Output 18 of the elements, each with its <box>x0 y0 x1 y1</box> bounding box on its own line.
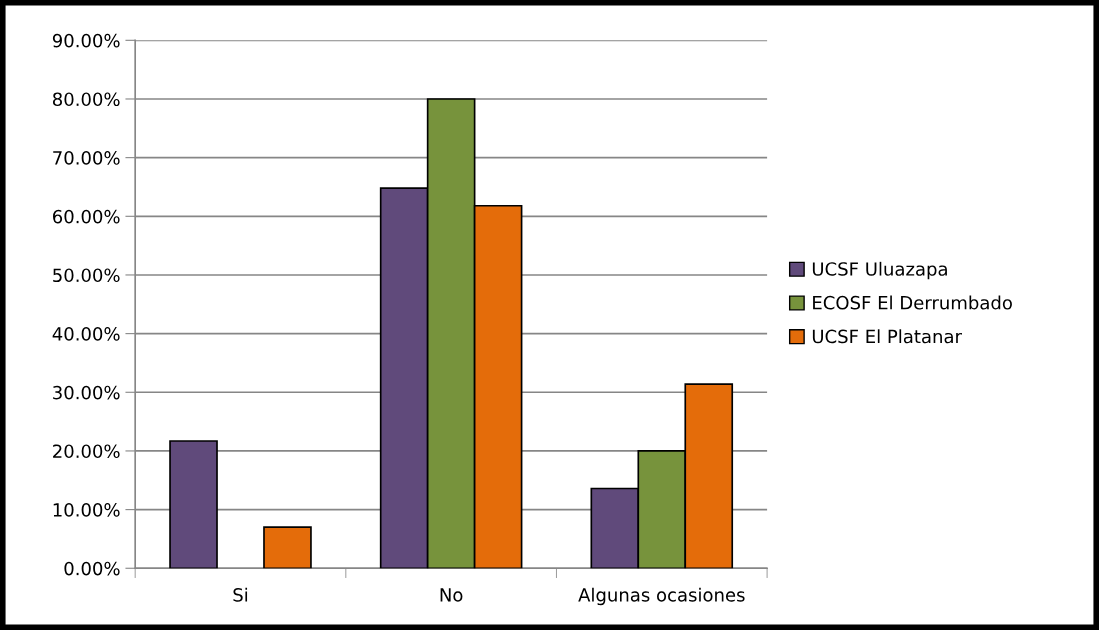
y-tick-label: 10.00% <box>53 503 120 517</box>
y-tick-label: 90.00% <box>52 33 120 48</box>
x-tick-label: Algunas ocasiones <box>578 587 745 606</box>
y-tick-label: 50.00% <box>53 268 120 283</box>
bar <box>169 440 218 569</box>
y-tick-label: 40.00% <box>52 327 120 341</box>
y-tick-label: 80.00% <box>52 92 120 107</box>
y-tick-label: 60.00% <box>53 209 120 224</box>
y-tick-label: 20.00% <box>53 444 120 459</box>
y-tick-label: 70.00% <box>53 151 120 165</box>
x-tick-label: Si <box>233 587 248 602</box>
x-tick-label: No <box>440 588 463 602</box>
y-tick-label: 0.00% <box>64 561 120 576</box>
legend-label: ECOSF El Derrumbado <box>813 295 1012 310</box>
legend-label: UCSF Uluazapa <box>812 261 947 280</box>
legend-label: UCSF El Platanar <box>812 329 962 344</box>
bar <box>263 526 312 569</box>
y-tick-label: 30.00% <box>53 385 120 400</box>
